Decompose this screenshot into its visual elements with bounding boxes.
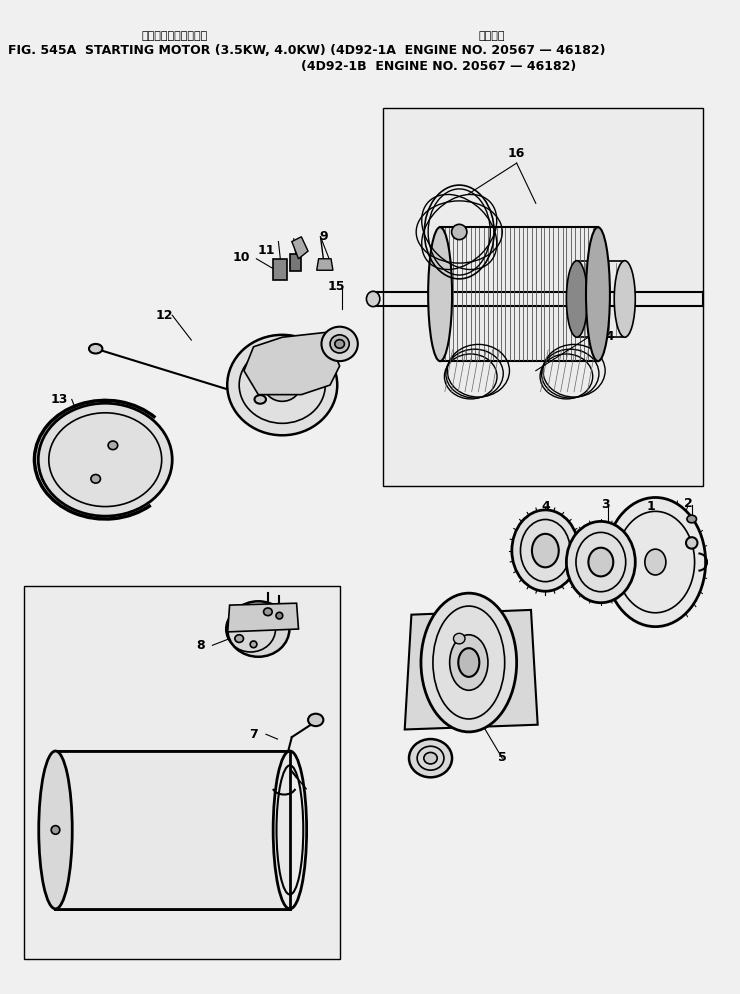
Ellipse shape	[588, 548, 613, 577]
Ellipse shape	[51, 826, 60, 834]
Polygon shape	[244, 332, 340, 395]
Ellipse shape	[335, 340, 344, 348]
Text: 2: 2	[684, 497, 693, 510]
Ellipse shape	[458, 648, 480, 677]
Ellipse shape	[409, 740, 452, 777]
Ellipse shape	[686, 537, 698, 549]
Text: 6: 6	[434, 741, 443, 754]
Bar	[290, 254, 301, 271]
Ellipse shape	[450, 635, 488, 690]
Ellipse shape	[264, 369, 300, 402]
Ellipse shape	[321, 327, 358, 361]
Ellipse shape	[586, 228, 610, 361]
Ellipse shape	[532, 534, 559, 568]
Ellipse shape	[89, 344, 102, 354]
Ellipse shape	[421, 593, 517, 732]
Ellipse shape	[687, 515, 696, 523]
Text: 11: 11	[258, 245, 275, 257]
Ellipse shape	[274, 378, 291, 393]
Text: (4D92-1B  ENGINE NO. 20567 — 46182): (4D92-1B ENGINE NO. 20567 — 46182)	[301, 60, 576, 73]
Ellipse shape	[614, 260, 635, 337]
Text: 13: 13	[50, 393, 68, 406]
Ellipse shape	[454, 633, 465, 644]
Text: 4: 4	[541, 500, 550, 513]
Ellipse shape	[566, 522, 635, 602]
Ellipse shape	[366, 291, 380, 306]
Ellipse shape	[566, 260, 588, 337]
Polygon shape	[56, 750, 290, 910]
Polygon shape	[383, 107, 703, 485]
Text: 9: 9	[319, 230, 328, 244]
Ellipse shape	[235, 635, 243, 642]
Text: 適用号機: 適用号機	[478, 31, 505, 41]
Ellipse shape	[512, 510, 579, 591]
Ellipse shape	[451, 225, 467, 240]
Ellipse shape	[645, 549, 666, 575]
Ellipse shape	[605, 497, 706, 626]
Bar	[272, 258, 287, 280]
Text: 3: 3	[602, 498, 610, 511]
Polygon shape	[24, 586, 340, 959]
Text: 14: 14	[598, 330, 616, 343]
Ellipse shape	[263, 608, 272, 615]
Text: 16: 16	[508, 147, 525, 160]
Ellipse shape	[255, 395, 266, 404]
Text: FIG. 545A  STARTING MOTOR (3.5KW, 4.0KW) (4D92-1A  ENGINE NO. 20567 — 46182): FIG. 545A STARTING MOTOR (3.5KW, 4.0KW) …	[7, 45, 605, 58]
Ellipse shape	[38, 404, 172, 516]
Text: 1: 1	[646, 500, 655, 513]
Ellipse shape	[330, 335, 349, 353]
Polygon shape	[317, 258, 333, 270]
Text: 12: 12	[156, 308, 173, 321]
Text: 7: 7	[249, 728, 258, 741]
Text: 10: 10	[232, 251, 250, 264]
Ellipse shape	[424, 752, 437, 764]
Ellipse shape	[91, 474, 101, 483]
Ellipse shape	[250, 641, 257, 648]
Ellipse shape	[108, 441, 118, 449]
Text: スターティングモータ: スターティングモータ	[141, 31, 208, 41]
Polygon shape	[292, 237, 308, 258]
Ellipse shape	[227, 601, 289, 657]
Polygon shape	[405, 610, 538, 730]
Text: 8: 8	[197, 638, 205, 652]
Ellipse shape	[308, 714, 323, 727]
Ellipse shape	[276, 612, 283, 619]
Text: 15: 15	[328, 280, 346, 293]
Ellipse shape	[227, 335, 337, 435]
Ellipse shape	[38, 751, 73, 909]
Ellipse shape	[428, 228, 452, 361]
Text: 5: 5	[498, 750, 507, 763]
Polygon shape	[228, 603, 298, 632]
